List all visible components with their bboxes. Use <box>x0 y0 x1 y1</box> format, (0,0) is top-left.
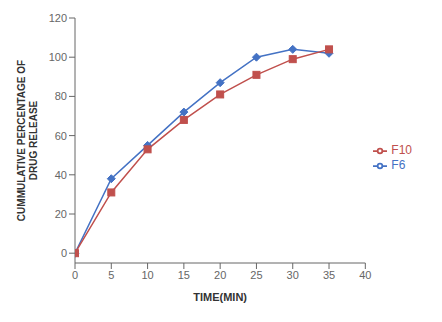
svg-text:10: 10 <box>141 269 153 281</box>
svg-text:100: 100 <box>49 51 67 63</box>
svg-text:40: 40 <box>55 169 67 181</box>
svg-text:30: 30 <box>287 269 299 281</box>
svg-text:0: 0 <box>61 247 67 259</box>
svg-text:5: 5 <box>108 269 114 281</box>
svg-text:35: 35 <box>323 269 335 281</box>
svg-text:CUMMULATIVE PERCENTAGE OFDRUG: CUMMULATIVE PERCENTAGE OFDRUG RELEASE <box>16 60 39 221</box>
html-text:F6: F6 <box>391 158 406 172</box>
svg-text:20: 20 <box>55 208 67 220</box>
svg-text:0: 0 <box>72 269 78 281</box>
svg-text:TIME(MIN): TIME(MIN) <box>193 291 247 303</box>
svg-text:60: 60 <box>55 130 67 142</box>
svg-text:40: 40 <box>359 269 371 281</box>
svg-text:80: 80 <box>55 90 67 102</box>
svg-text:15: 15 <box>178 269 190 281</box>
svg-text:25: 25 <box>250 269 262 281</box>
html-text:F10: F10 <box>391 143 412 158</box>
svg-text:20: 20 <box>214 269 226 281</box>
svg-text:120: 120 <box>49 12 67 24</box>
